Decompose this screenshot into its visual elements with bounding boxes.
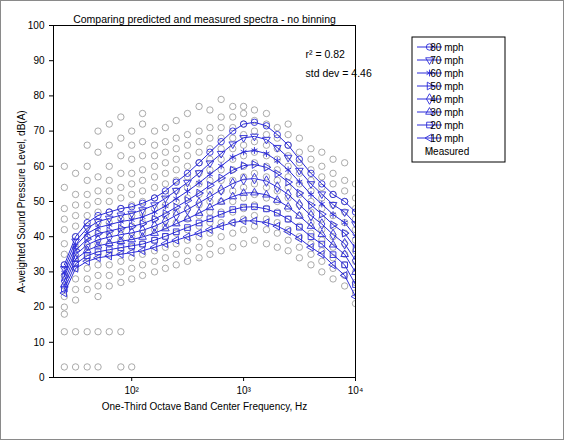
svg-text:30: 30 [33,266,45,277]
svg-text:0: 0 [39,372,45,383]
svg-text:90: 90 [33,55,45,66]
svg-text:10⁴: 10⁴ [348,385,363,396]
svg-text:70 mph: 70 mph [430,55,463,66]
svg-text:60: 60 [33,161,45,172]
svg-text:A-weighted Sound Pressure Leve: A-weighted Sound Pressure Level, dB(A) [16,110,27,292]
svg-text:std dev = 4.46: std dev = 4.46 [306,67,372,79]
svg-text:30 mph: 30 mph [430,107,463,118]
svg-text:80 mph: 80 mph [430,42,463,53]
svg-text:10: 10 [33,337,45,348]
svg-text:Comparing predicted and measur: Comparing predicted and measured spectra… [73,13,336,25]
svg-text:50: 50 [33,196,45,207]
svg-text:10 mph: 10 mph [430,133,463,144]
svg-text:80: 80 [33,90,45,101]
svg-text:10³: 10³ [236,385,251,396]
svg-text:r² = 0.82: r² = 0.82 [306,48,346,60]
svg-text:20: 20 [33,301,45,312]
svg-text:One-Third Octave Band Center F: One-Third Octave Band Center Frequency, … [102,401,307,412]
svg-text:100: 100 [28,20,45,31]
svg-text:70: 70 [33,125,45,136]
svg-text:40 mph: 40 mph [430,94,463,105]
svg-text:60 mph: 60 mph [430,68,463,79]
svg-text:Measured: Measured [425,146,469,157]
svg-text:10²: 10² [124,385,139,396]
svg-text:20 mph: 20 mph [430,120,463,131]
svg-text:50 mph: 50 mph [430,81,463,92]
svg-text:40: 40 [33,231,45,242]
